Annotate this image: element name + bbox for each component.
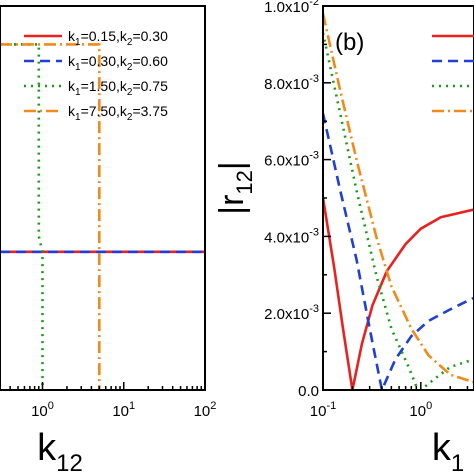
panel-a-series-line-3 xyxy=(0,43,44,390)
panel-b-y-axis-title-tail: | xyxy=(213,161,251,170)
panel-b-x-axis-title-base: k xyxy=(432,427,452,469)
panel-a-legend-text-part: =0.60 xyxy=(132,53,168,69)
panel-a-x-tick-label-1: 100 xyxy=(31,400,54,420)
panel-a-legend-text-part: k xyxy=(68,53,76,69)
panel-b-y-tick-exponent: -3 xyxy=(309,303,319,315)
panel-b-x-tick-label-2: 100 xyxy=(409,400,432,420)
panel-b-x-tick-exponent: -1 xyxy=(326,400,336,412)
panel-a-legend-text-part: k xyxy=(68,103,76,119)
panel-a-legend-subscript: 2 xyxy=(127,112,133,123)
panel-b-series-line-3 xyxy=(323,32,474,390)
panel-a-x-tick-base: 10 xyxy=(31,403,48,420)
panel-b-series-line-2 xyxy=(323,113,474,390)
panel-a-x-tick-base: 10 xyxy=(194,403,211,420)
panel-b-x-axis-title: k1 xyxy=(432,427,464,474)
panel-a-x-tick-exponent: 2 xyxy=(210,400,216,412)
panel-b-y-tick-label-6: 1.0x10-2 xyxy=(264,0,319,16)
panel-b-y-tick-exponent: -3 xyxy=(309,226,319,238)
panel-a-legend-subscript: 1 xyxy=(75,112,81,123)
panel-a-x-tick-exponent: 0 xyxy=(48,400,54,412)
panel-b-x-tick-exponent: 0 xyxy=(426,400,432,412)
panel-a-legend-text-part: =0.15,k xyxy=(81,28,128,44)
panel-b-y-tick-mantissa: 1.0x10 xyxy=(264,0,309,16)
panel-a-legend-subscript: 2 xyxy=(127,62,133,73)
panel-b-y-tick-label-4: 6.0x10-3 xyxy=(264,150,319,170)
panel-a-x-axis-title-base: k xyxy=(37,427,57,469)
panel-b-y-tick-exponent: -2 xyxy=(309,0,319,8)
panel-a-x-tick-label-2: 101 xyxy=(112,400,135,420)
panel-a-series-line-4 xyxy=(0,43,101,390)
panel-b-y-tick-mantissa: 8.0x10 xyxy=(264,76,309,93)
panel-a-x-axis-title-subscript: 12 xyxy=(56,450,83,474)
panel-b-x-tick-label-1: 10-1 xyxy=(310,400,336,420)
panel-a-legend-subscript: 2 xyxy=(127,37,133,48)
panel-a-legend-label-2: k1=0.30,k2=0.60 xyxy=(68,53,168,73)
panel-a-x-tick-base: 10 xyxy=(112,403,129,420)
panel-a-legend-subscript: 1 xyxy=(75,87,81,98)
panel-b-y-tick-text: 0.0 xyxy=(298,383,319,400)
panel-b-x-axis-title-subscript: 1 xyxy=(451,450,464,474)
panel-a-legend-subscript: 1 xyxy=(75,62,81,73)
panel-b-y-tick-mantissa: 2.0x10 xyxy=(264,306,309,323)
panel-b-series-line-1 xyxy=(323,197,474,390)
panel-a-legend-text-part: =7.50,k xyxy=(81,103,128,119)
panel-a-legend-text-part: =3.75 xyxy=(132,103,168,119)
panel-b-series-line-4 xyxy=(323,13,474,384)
panel-a-legend-text-part: k xyxy=(68,78,76,94)
panel-a-x-axis-title: k12 xyxy=(37,427,83,474)
panel-b-y-tick-mantissa: 4.0x10 xyxy=(264,229,309,246)
panel-a-x-tick-exponent: 1 xyxy=(129,400,135,412)
panel-a-legend-label-3: k1=1.50,k2=0.75 xyxy=(68,78,168,98)
panel-b-x-tick-base: 10 xyxy=(310,403,327,420)
panel-b-y-tick-exponent: -3 xyxy=(309,150,319,162)
panel-b-plot-frame xyxy=(322,5,474,391)
panel-a-legend-text-part: =0.30,k xyxy=(81,53,128,69)
panel-b-panel-label: (b) xyxy=(335,29,364,56)
panel-b-y-axis-title-base: |r xyxy=(213,195,251,215)
panel-a-plot-frame xyxy=(0,5,206,391)
panel-a-legend-text-part: =0.75 xyxy=(132,78,168,94)
panel-b-y-tick-label-1: 0.0 xyxy=(298,383,319,400)
panel-a: 100 101 102k1=0.15,k2=0.30k1=0.30,k2=0.60k… xyxy=(0,5,217,474)
panel-b-y-tick-mantissa: 6.0x10 xyxy=(264,153,309,170)
panel-a-legend-subscript: 2 xyxy=(127,87,133,98)
panel-b-y-axis-title-subscript: 12 xyxy=(232,170,257,194)
panel-b-y-tick-label-5: 8.0x10-3 xyxy=(264,73,319,93)
panel-b-y-axis-title: |r12| xyxy=(213,161,257,214)
panel-b-y-tick-label-3: 4.0x10-3 xyxy=(264,226,319,246)
panel-b-x-tick-base: 10 xyxy=(409,403,426,420)
panel-a-legend-label-1: k1=0.15,k2=0.30 xyxy=(68,28,168,48)
panel-a-legend-label-4: k1=7.50,k2=3.75 xyxy=(68,103,168,123)
panel-a-legend-text-part: k xyxy=(68,28,76,44)
panel-a-legend-text-part: =0.30 xyxy=(132,28,168,44)
panel-a-legend-subscript: 1 xyxy=(75,37,81,48)
panel-a-x-tick-label-3: 102 xyxy=(194,400,217,420)
panel-b: 10-1 1000.02.0x10-34.0x10-36.0x10-38.0x10… xyxy=(213,0,474,474)
panel-b-y-tick-label-2: 2.0x10-3 xyxy=(264,303,319,323)
panel-a-legend-text-part: =1.50,k xyxy=(81,78,128,94)
panel-b-y-tick-exponent: -3 xyxy=(309,73,319,85)
